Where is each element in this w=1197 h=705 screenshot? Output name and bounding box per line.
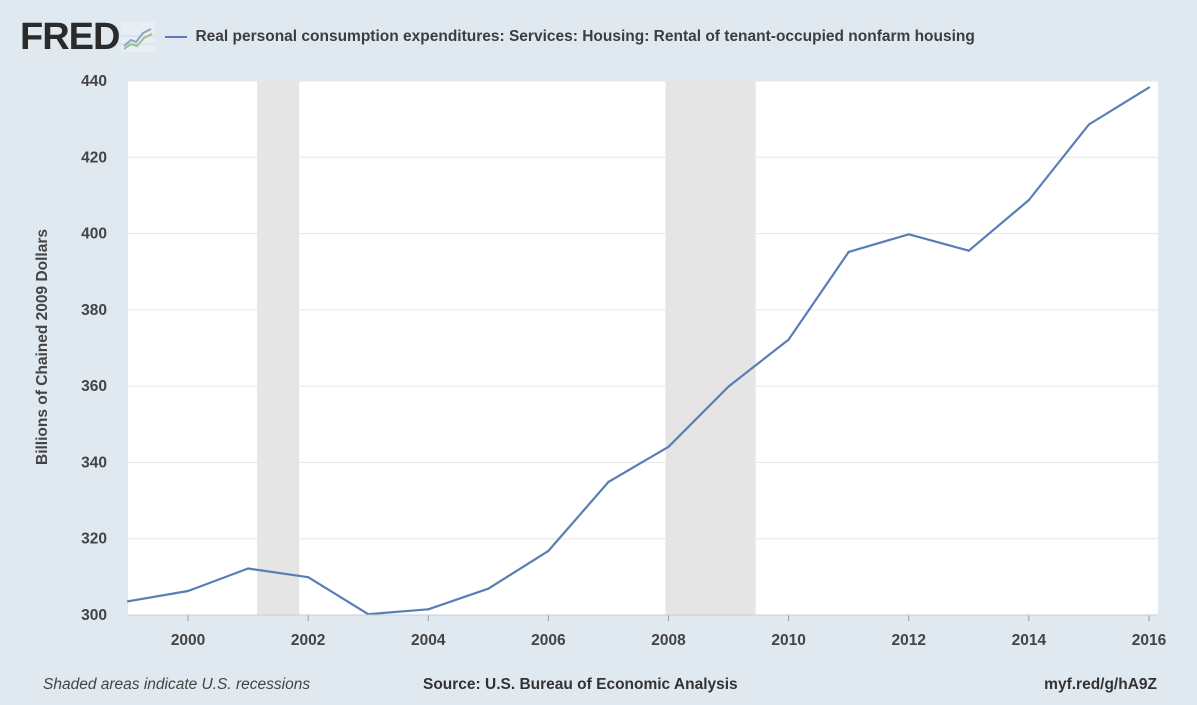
recession-band-2 <box>665 81 756 615</box>
line-layer <box>126 86 1151 616</box>
data-point[interactable] <box>427 608 430 611</box>
grid-layer <box>128 80 1158 540</box>
chart-legend: Real personal consumption expenditures: … <box>165 28 975 46</box>
x-tick-label: 2004 <box>411 632 446 649</box>
data-point[interactable] <box>1087 123 1091 126</box>
line-chart: 300 320 340 360 380 400 420 440 2000 2002 2004 2006… <box>34 73 1167 649</box>
data-point[interactable] <box>307 576 310 579</box>
data-point[interactable] <box>667 445 670 448</box>
x-tick-label: 2006 <box>531 632 566 649</box>
data-point[interactable] <box>727 385 730 388</box>
data-point[interactable] <box>787 338 790 341</box>
data-point[interactable] <box>607 480 610 483</box>
data-point[interactable] <box>126 600 130 603</box>
legend-swatch <box>165 36 188 38</box>
data-point[interactable] <box>907 233 910 236</box>
y-axis-label: Billions of Chained 2009 Dollars <box>34 229 51 465</box>
data-point[interactable] <box>247 567 250 570</box>
data-point[interactable] <box>186 589 190 593</box>
series-line-1[interactable] <box>127 86 1150 616</box>
y-tick-label: 320 <box>81 531 107 548</box>
data-point[interactable] <box>487 587 490 590</box>
y-tick-label: 360 <box>81 378 107 395</box>
y-tick-label: 420 <box>81 149 107 166</box>
y-tick-label: 300 <box>81 607 107 624</box>
data-point[interactable] <box>547 549 550 553</box>
chart-header: FRED Real personal consumption expenditu… <box>20 14 975 60</box>
y-tick-label: 400 <box>81 226 107 243</box>
x-tick-label: 2008 <box>651 632 686 649</box>
fred-logo[interactable]: FRED <box>20 16 156 58</box>
y-tick-label: 440 <box>81 73 107 90</box>
x-tick-label: 2016 <box>1132 632 1167 649</box>
data-point[interactable] <box>967 249 970 252</box>
y-tick-label: 380 <box>81 302 107 319</box>
y-tick-label: 340 <box>81 454 107 471</box>
x-tick-label: 2010 <box>771 632 805 649</box>
plot-area <box>128 81 1158 615</box>
recession-note: Shaded areas indicate U.S. recessions <box>43 676 311 693</box>
data-point[interactable] <box>847 250 850 253</box>
data-point[interactable] <box>1027 198 1030 202</box>
fred-logo-text: FRED <box>20 16 120 58</box>
short-link[interactable]: myf.red/g/hA9Z <box>1044 676 1157 693</box>
data-point[interactable] <box>1147 86 1151 89</box>
fred-graph-icon <box>121 22 156 52</box>
legend-series-label: Real personal consumption expenditures: … <box>195 28 975 45</box>
axis-layer: 300 320 340 360 380 400 420 440 2000 2002 2004 2006… <box>81 73 1166 649</box>
recession-band-1 <box>257 81 300 615</box>
x-tick-label: 2014 <box>1012 632 1047 649</box>
chart-footer: Shaded areas indicate U.S. recessions So… <box>0 668 1197 704</box>
recession-layer <box>257 81 756 615</box>
x-tick-label: 2002 <box>291 632 325 649</box>
source-note: Source: U.S. Bureau of Economic Analysis <box>423 676 738 693</box>
x-tick-label: 2012 <box>892 632 926 649</box>
x-tick-label: 2000 <box>171 632 205 649</box>
